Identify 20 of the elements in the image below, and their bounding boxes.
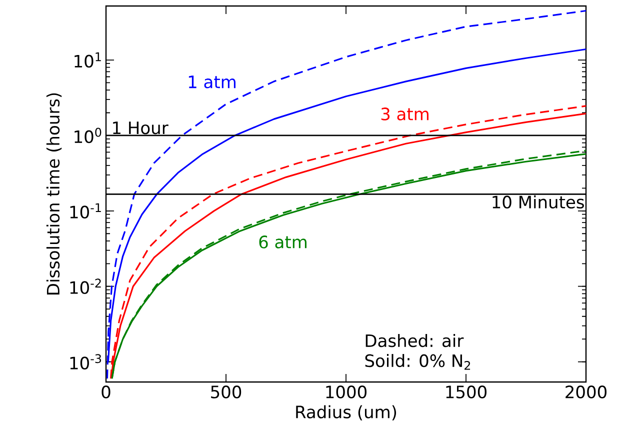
x-tick-label: 1000 xyxy=(326,386,366,398)
y-axis-title: Dissolution time (hours) xyxy=(46,93,62,294)
y-tick-label: 10$^{1}$ xyxy=(74,52,101,68)
annotation: 3 atm xyxy=(381,108,428,120)
x-tick-label: 0 xyxy=(102,386,110,398)
line-series xyxy=(106,10,586,380)
y-tick-label: 10$^{-3}$ xyxy=(70,354,102,370)
annotation: Soild: 0% N$_{2}$ xyxy=(365,354,470,370)
ref-line-label: 1 Hour xyxy=(113,122,168,134)
y-tick-label: 10$^{-1}$ xyxy=(70,203,101,218)
x-tick-label: 500 xyxy=(211,386,242,398)
ref-line-label: 10 Minutes xyxy=(492,195,584,209)
annotation: Dashed: air xyxy=(366,334,464,348)
y-tick-label: 10$^{0}$ xyxy=(74,128,102,144)
annotation: 6 atm xyxy=(259,236,306,248)
x-axis-title: Radius (um) xyxy=(296,405,396,420)
annotation: 1 atm xyxy=(188,76,236,88)
x-tick-label: 2000 xyxy=(566,386,606,398)
x-tick-label: 1500 xyxy=(446,386,486,398)
y-tick-label: 10$^{-2}$ xyxy=(70,278,101,294)
